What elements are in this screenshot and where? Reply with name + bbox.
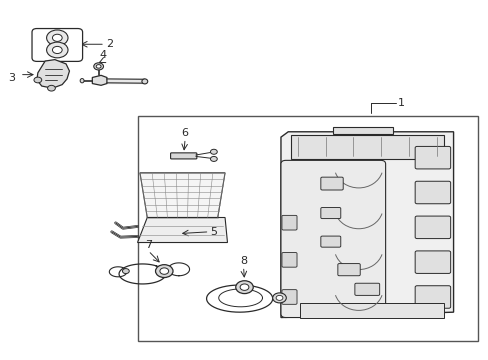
Text: 4: 4: [99, 50, 106, 60]
Circle shape: [235, 281, 253, 294]
Bar: [137, 116, 477, 341]
Circle shape: [155, 265, 173, 278]
Circle shape: [52, 34, 62, 41]
FancyBboxPatch shape: [282, 215, 296, 230]
Ellipse shape: [142, 79, 147, 84]
Bar: [290, 135, 443, 158]
FancyBboxPatch shape: [414, 251, 450, 273]
Text: 1: 1: [397, 98, 404, 108]
Circle shape: [276, 296, 283, 300]
Circle shape: [240, 284, 248, 291]
Circle shape: [96, 64, 101, 68]
Text: 2: 2: [106, 39, 113, 49]
FancyBboxPatch shape: [32, 28, 82, 62]
FancyBboxPatch shape: [320, 236, 340, 247]
Circle shape: [94, 63, 103, 70]
Circle shape: [272, 293, 286, 303]
FancyBboxPatch shape: [282, 252, 296, 267]
FancyBboxPatch shape: [414, 286, 450, 308]
Circle shape: [34, 77, 41, 83]
Bar: [300, 303, 443, 318]
Polygon shape: [140, 173, 224, 217]
FancyBboxPatch shape: [414, 181, 450, 204]
FancyBboxPatch shape: [281, 160, 385, 318]
FancyBboxPatch shape: [282, 290, 296, 304]
Circle shape: [160, 268, 168, 274]
Circle shape: [46, 30, 68, 46]
FancyBboxPatch shape: [320, 177, 343, 190]
Text: 3: 3: [8, 73, 15, 83]
FancyBboxPatch shape: [414, 216, 450, 239]
Circle shape: [122, 269, 129, 274]
Bar: [332, 127, 392, 134]
Ellipse shape: [80, 78, 84, 83]
Circle shape: [210, 149, 217, 154]
Text: 8: 8: [240, 256, 246, 266]
FancyBboxPatch shape: [414, 147, 450, 169]
FancyBboxPatch shape: [354, 283, 379, 296]
Text: 7: 7: [144, 240, 151, 250]
Circle shape: [52, 46, 62, 54]
Circle shape: [47, 85, 55, 91]
Polygon shape: [137, 217, 227, 243]
Text: 6: 6: [182, 128, 188, 138]
FancyBboxPatch shape: [320, 207, 340, 219]
FancyBboxPatch shape: [337, 264, 360, 276]
Polygon shape: [37, 60, 69, 88]
Polygon shape: [281, 132, 453, 318]
Circle shape: [210, 157, 217, 161]
Polygon shape: [92, 75, 107, 85]
Circle shape: [46, 42, 68, 58]
FancyBboxPatch shape: [170, 153, 197, 159]
Text: 5: 5: [210, 227, 217, 237]
